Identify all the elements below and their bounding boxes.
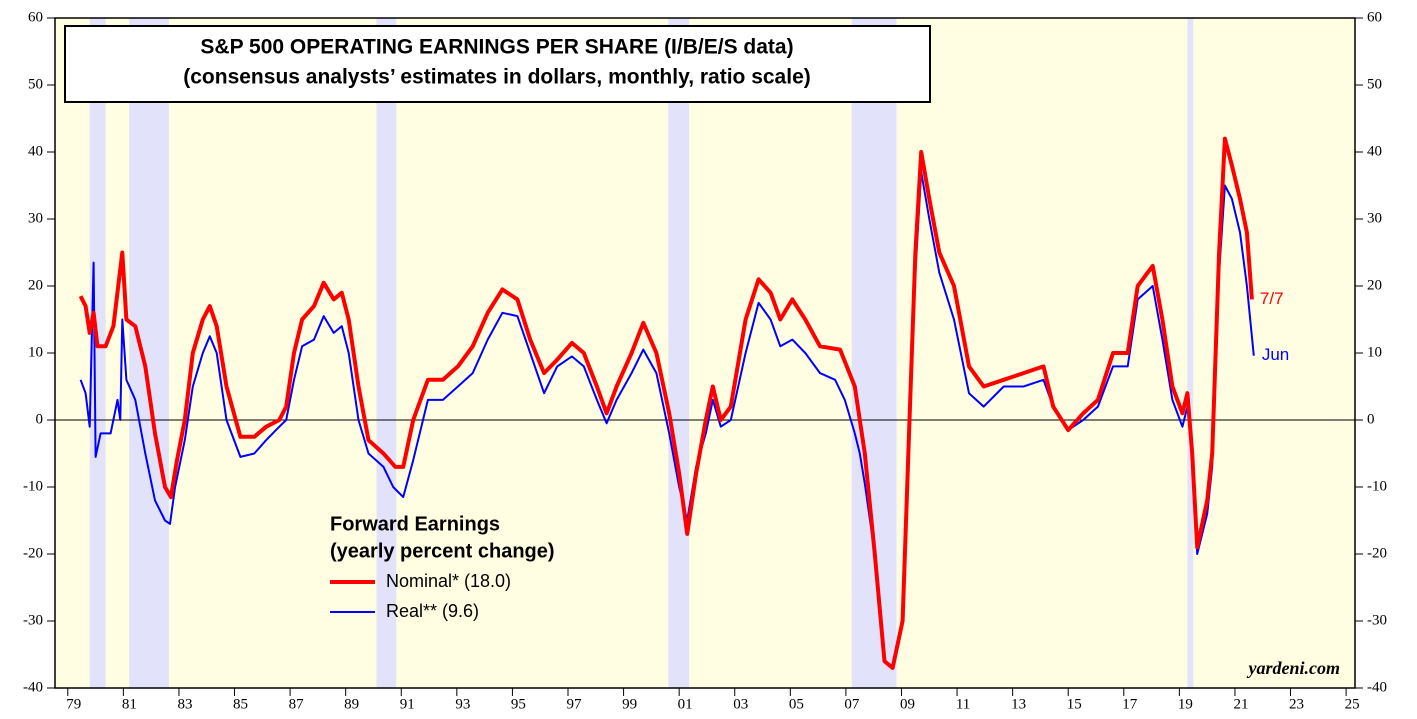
y-tick-label: 10 <box>28 344 43 360</box>
y2-tick-label: 20 <box>1367 277 1382 293</box>
end-label: 7/7 <box>1260 289 1284 308</box>
recession-band <box>1187 18 1194 688</box>
chart-subtitle: (consensus analysts’ estimates in dollar… <box>183 66 811 89</box>
y2-tick-label: 50 <box>1367 76 1382 92</box>
y-tick-label: -30 <box>23 612 43 628</box>
y2-tick-label: -20 <box>1367 545 1387 561</box>
legend-title: Forward Earnings <box>330 513 500 535</box>
y-tick-label: -20 <box>23 545 43 561</box>
x-tick-label: 05 <box>789 696 804 712</box>
y2-tick-label: -10 <box>1367 478 1387 494</box>
x-tick-label: 95 <box>511 696 526 712</box>
y-tick-label: 60 <box>28 9 43 25</box>
y-tick-label: 40 <box>28 143 43 159</box>
y-tick-label: 0 <box>36 411 44 427</box>
recession-band <box>851 18 897 688</box>
y2-tick-label: -40 <box>1367 679 1387 695</box>
recession-band <box>376 18 397 688</box>
x-tick-label: 01 <box>678 696 693 712</box>
x-tick-label: 81 <box>122 696 137 712</box>
legend-label: Nominal* (18.0) <box>386 571 511 591</box>
x-tick-label: 09 <box>900 696 915 712</box>
x-tick-label: 79 <box>66 696 81 712</box>
x-tick-label: 21 <box>1233 696 1248 712</box>
recession-band <box>129 18 169 688</box>
x-tick-label: 97 <box>566 696 582 712</box>
x-tick-label: 91 <box>400 696 415 712</box>
chart-title: S&P 500 OPERATING EARNINGS PER SHARE (I/… <box>200 36 793 59</box>
y-tick-label: -10 <box>23 478 43 494</box>
series-line <box>78 136 1254 670</box>
x-tick-label: 85 <box>233 696 248 712</box>
y-tick-label: 20 <box>28 277 43 293</box>
y2-tick-label: 40 <box>1367 143 1382 159</box>
x-tick-label: 25 <box>1345 696 1360 712</box>
recession-band <box>89 18 106 688</box>
series-line <box>79 171 1255 669</box>
x-tick-label: 19 <box>1178 696 1193 712</box>
legend-label: Real** (9.6) <box>386 601 479 621</box>
y2-tick-label: 0 <box>1367 411 1375 427</box>
x-tick-label: 99 <box>622 696 637 712</box>
x-tick-label: 83 <box>177 696 192 712</box>
x-tick-label: 23 <box>1289 696 1304 712</box>
x-tick-label: 17 <box>1122 696 1138 712</box>
x-tick-label: 13 <box>1011 696 1026 712</box>
y-tick-label: -40 <box>23 679 43 695</box>
x-tick-label: 15 <box>1067 696 1082 712</box>
x-tick-label: 87 <box>289 696 305 712</box>
plot-background <box>55 18 1355 688</box>
y2-tick-label: 10 <box>1367 344 1382 360</box>
x-tick-label: 89 <box>344 696 359 712</box>
end-label: Jun <box>1262 345 1289 364</box>
y2-tick-label: -30 <box>1367 612 1387 628</box>
x-tick-label: 07 <box>844 696 860 712</box>
y-tick-label: 30 <box>28 210 43 226</box>
y2-tick-label: 60 <box>1367 9 1382 25</box>
x-tick-label: 93 <box>455 696 470 712</box>
x-tick-label: 11 <box>956 696 970 712</box>
title-box <box>64 25 931 103</box>
y2-tick-label: 30 <box>1367 210 1382 226</box>
y-tick-label: 50 <box>28 76 43 92</box>
x-tick-label: 03 <box>733 696 748 712</box>
source: yardeni.com <box>1247 658 1341 678</box>
recession-band <box>668 18 690 688</box>
legend-title: (yearly percent change) <box>330 540 555 562</box>
